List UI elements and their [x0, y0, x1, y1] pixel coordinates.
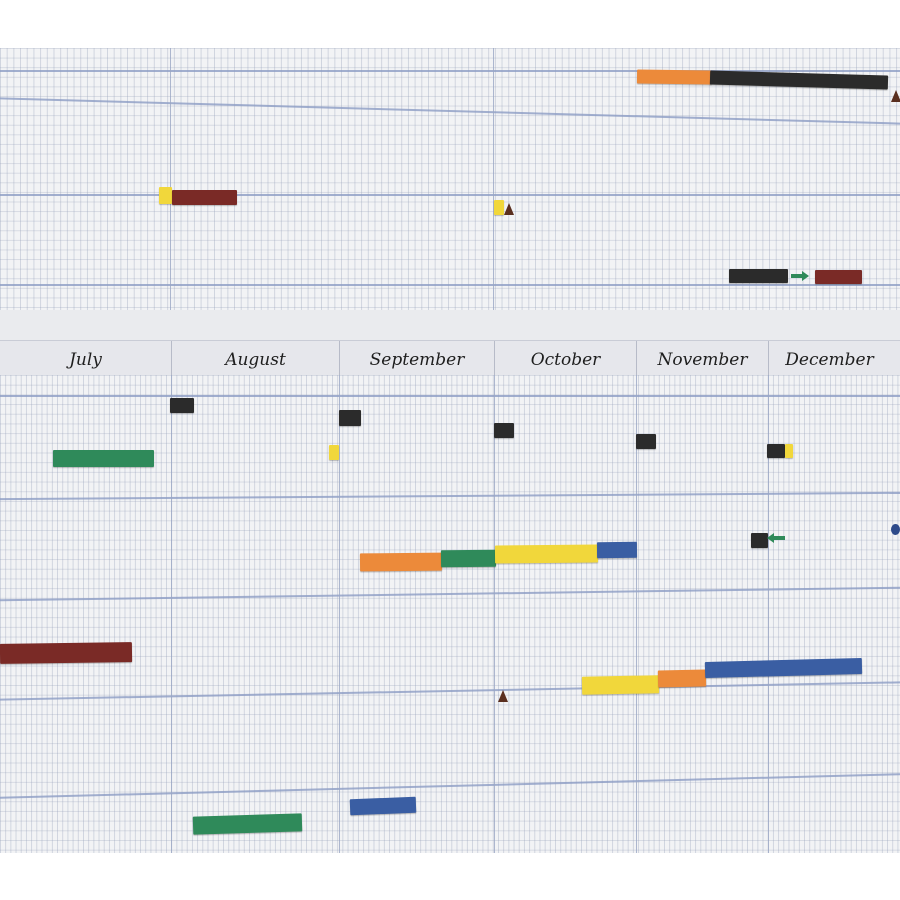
magnet-strip[interactable] [596, 541, 638, 559]
magnet-strip[interactable] [0, 642, 133, 664]
magnet-square[interactable] [494, 423, 514, 438]
column-divider [493, 48, 495, 310]
magnet-square[interactable] [494, 200, 504, 215]
column-divider [339, 375, 341, 853]
magnet-strip[interactable] [53, 450, 154, 467]
arrow-left-icon[interactable] [767, 533, 785, 543]
row-divider [0, 395, 900, 397]
magnet-strip[interactable] [657, 669, 707, 688]
magnet-strip[interactable] [494, 544, 599, 564]
column-divider [636, 375, 638, 853]
magnet-square[interactable] [785, 444, 793, 458]
row-divider [0, 194, 900, 196]
month-label-august: August [171, 341, 339, 378]
magnet-square[interactable] [339, 410, 361, 426]
magnet-strip[interactable] [729, 269, 788, 283]
month-label-december: December [768, 341, 890, 378]
column-divider [768, 375, 770, 853]
month-label-july: July [69, 349, 102, 370]
magnet-strip[interactable] [172, 190, 237, 205]
month-label-september: September [339, 341, 494, 378]
magnet-square[interactable] [170, 398, 194, 413]
column-divider [170, 48, 172, 310]
month-header-bar: July August September October November D… [0, 340, 900, 379]
magnet-strip[interactable] [636, 69, 713, 85]
upper-planner-board [0, 48, 900, 310]
column-divider [171, 375, 173, 853]
column-divider [494, 375, 496, 853]
magnet-strip[interactable] [192, 813, 303, 835]
month-label-november: November [636, 341, 768, 378]
magnet-strip[interactable] [440, 549, 497, 568]
triangle-marker-icon[interactable] [891, 90, 900, 102]
magnet-square[interactable] [767, 444, 785, 458]
magnet-square[interactable] [636, 434, 656, 449]
lower-planner-board [0, 375, 900, 853]
row-divider [0, 70, 900, 72]
magnet-square[interactable] [329, 445, 339, 460]
magnet-strip[interactable] [349, 796, 417, 816]
magnet-strip[interactable] [815, 270, 862, 284]
triangle-marker-icon[interactable] [498, 690, 508, 702]
arrow-right-icon[interactable] [791, 271, 809, 281]
board-divider-strip [0, 310, 900, 340]
lower-grid [0, 375, 900, 853]
row-divider [0, 284, 900, 286]
upper-grid [0, 48, 900, 310]
month-label-october: October [494, 341, 636, 378]
magnet-square[interactable] [159, 187, 172, 204]
dot-marker-icon[interactable] [891, 524, 900, 535]
magnet-strip[interactable] [359, 552, 443, 572]
triangle-marker-icon[interactable] [504, 203, 514, 215]
magnet-square[interactable] [751, 533, 768, 548]
magnet-strip[interactable] [581, 675, 660, 695]
